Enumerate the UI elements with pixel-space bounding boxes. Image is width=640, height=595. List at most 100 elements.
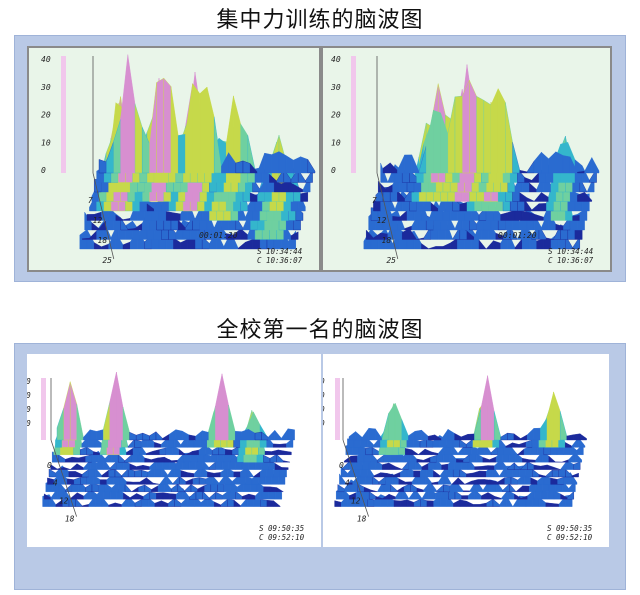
surface-strip — [591, 157, 600, 174]
surface-strip — [136, 493, 144, 500]
surface-strip — [129, 431, 137, 441]
surface-strip — [546, 464, 555, 470]
surface-strip — [122, 218, 131, 221]
surface-strip — [145, 450, 154, 456]
surface-strip — [70, 463, 78, 470]
surface-strip — [372, 447, 379, 456]
surface-strip — [416, 458, 424, 463]
clock-time-label: C 10:36:07 — [257, 256, 303, 265]
surface-strip — [197, 485, 205, 493]
surface-strip — [555, 223, 564, 231]
surface-strip — [210, 483, 218, 493]
surface-strip — [286, 155, 294, 174]
surface-strip — [482, 457, 490, 463]
surface-strip — [269, 453, 277, 463]
surface-strip — [231, 446, 239, 456]
surface-strip — [276, 453, 284, 463]
surface-strip — [80, 476, 88, 485]
eeg-3d-plot: 40 30 20 10 0 7 12 18 25 00:01:20 S 10:34:44C 10:3… — [40, 54, 316, 265]
depth-tick-label: 25 — [386, 256, 396, 265]
surface-strip — [108, 469, 116, 478]
surface-strip — [533, 151, 542, 174]
surface-strip — [513, 433, 521, 441]
surface-strip — [167, 497, 175, 507]
surface-strip — [414, 429, 422, 441]
surface-strip — [98, 159, 107, 174]
surface-strip — [519, 192, 528, 202]
surface-strip — [451, 477, 459, 485]
surface-strip — [372, 476, 380, 485]
surface-strip — [142, 491, 151, 500]
surface-strip — [369, 491, 376, 500]
surface-strip — [410, 483, 418, 493]
surface-strip — [73, 477, 81, 485]
surface-strip — [433, 109, 441, 174]
surface-strip — [507, 432, 515, 441]
time-label: 00:01:20 — [199, 231, 238, 240]
surface-strip — [435, 246, 444, 250]
surface-strip — [426, 500, 434, 507]
surface-strip — [122, 406, 130, 441]
z-tick-label: 30 — [27, 391, 31, 400]
surface-strip — [170, 460, 178, 463]
surface-strip — [168, 429, 177, 441]
surface-strip — [530, 477, 538, 485]
surface-strip — [421, 429, 429, 441]
depth-axis — [342, 439, 369, 517]
surface-strip — [413, 470, 421, 478]
surface-strip — [96, 429, 104, 441]
surface-strip — [528, 459, 536, 463]
surface-strip — [300, 191, 308, 202]
surface-strip — [375, 428, 383, 441]
surface-strip — [350, 455, 358, 463]
surface-strip — [522, 458, 530, 463]
section1-frame: 40 30 20 10 0 7 12 18 25 00:01:20 S 10:34:44 C 10:3… — [14, 35, 626, 282]
section2-frame: 403020100041218S 09:50:35C 09:52:10 4030… — [14, 343, 626, 590]
surface-strip — [114, 468, 122, 478]
surface-strip — [173, 212, 181, 221]
surface-strip — [378, 476, 386, 485]
surface-strip — [461, 495, 469, 500]
surface-strip — [254, 431, 262, 441]
surface-strip — [228, 404, 236, 441]
surface-strip — [467, 433, 475, 441]
surface-strip — [531, 203, 540, 212]
surface-strip — [456, 459, 464, 463]
surface-strip — [199, 86, 208, 174]
surface-strip — [485, 240, 494, 250]
surface-strip — [512, 442, 520, 448]
surface-strip — [178, 448, 187, 456]
surface-strip — [545, 469, 553, 478]
surface-strip — [144, 484, 152, 493]
surface-strip — [574, 452, 582, 463]
depth-tick-label: 7 — [372, 196, 377, 205]
surface-strip — [82, 504, 89, 507]
surface-strip — [141, 469, 149, 478]
surface-strip — [380, 472, 388, 478]
surface-strip — [487, 375, 495, 441]
surface-strip — [584, 191, 592, 202]
surface-strip — [540, 464, 548, 470]
surface-strip — [249, 192, 258, 202]
surface-strip — [155, 431, 163, 441]
surface-strip — [527, 461, 535, 470]
surface-strip — [487, 492, 495, 500]
surface-strip — [337, 484, 345, 493]
surface-strip — [423, 457, 431, 463]
surface-strip — [421, 243, 429, 250]
surface-strip — [449, 237, 458, 250]
section2-title: 全校第一名的脑波图 — [216, 318, 424, 343]
surface-strip — [373, 472, 381, 478]
surface-strip — [203, 483, 212, 493]
surface-strip — [274, 429, 282, 441]
surface-strip — [78, 456, 86, 463]
surface-strip — [531, 171, 540, 183]
surface-strip — [115, 214, 124, 221]
surface-strip — [124, 454, 132, 463]
surface-strip — [137, 484, 146, 493]
eeg-panel-right-1: 40 30 20 10 0 7 12 18 25 00:01:20 S 10:34:44 C 10:3… — [321, 46, 612, 272]
surface-strip — [180, 238, 189, 250]
z-tick-label: 40 — [41, 55, 51, 64]
surface-strip — [192, 83, 201, 174]
surface-strip — [207, 471, 215, 478]
